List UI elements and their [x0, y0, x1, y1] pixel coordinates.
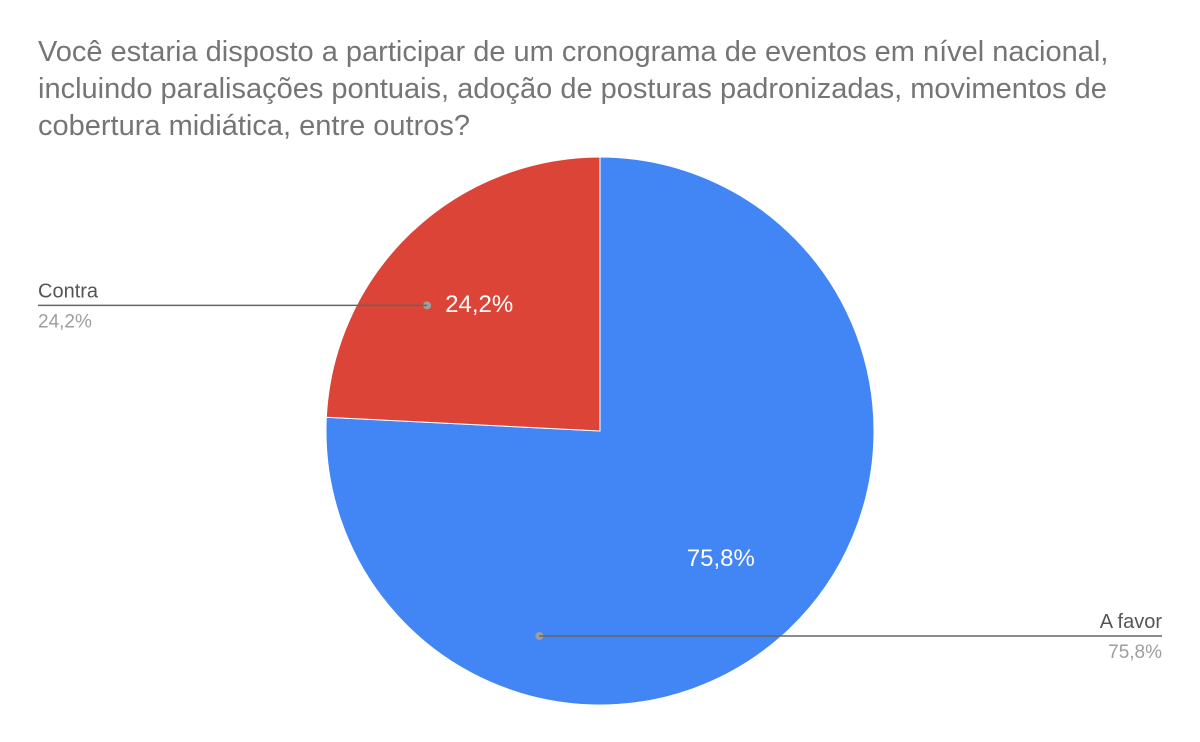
legend-value-a-favor: 75,8%: [1108, 642, 1162, 663]
legend-label-a-favor: A favor: [1100, 611, 1163, 633]
slice-contra: [325, 156, 601, 432]
slice-a-favor: [325, 156, 875, 706]
chart-title: Você estaria disposto a participar de um…: [38, 36, 1109, 142]
slice-label-a-favor: 75,8%: [687, 545, 755, 572]
slice-label-contra: 24,2%: [445, 291, 513, 318]
legend-value-contra: 24,2%: [38, 311, 92, 332]
legend-label-contra: Contra: [38, 280, 99, 302]
